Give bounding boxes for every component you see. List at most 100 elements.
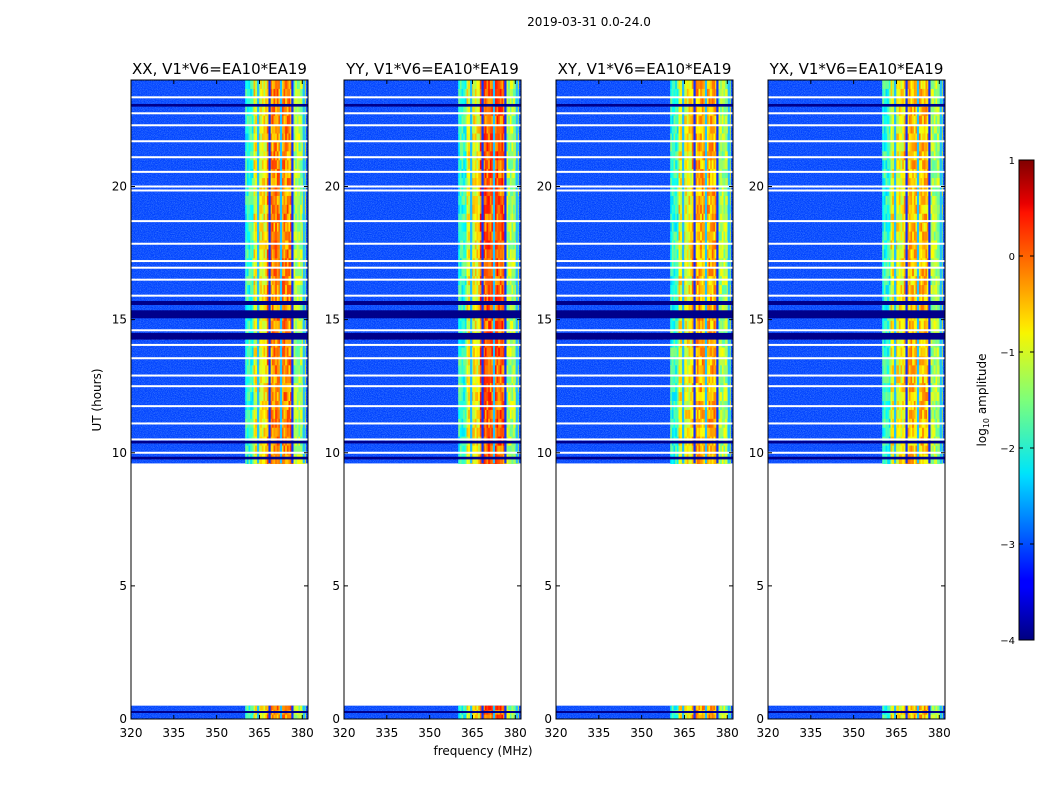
rfi-cell: [720, 204, 723, 215]
rfi-cell: [266, 178, 270, 188]
rfi-cell: [671, 356, 675, 366]
rfi-cell: [723, 169, 726, 179]
rfi-cell: [503, 151, 506, 161]
rfi-cell: [245, 186, 248, 197]
rfi-cell: [718, 142, 721, 152]
rfi-cell: [690, 383, 693, 393]
rfi-cell: [499, 285, 503, 295]
rfi-cell: [468, 347, 471, 358]
rfi-cell: [513, 222, 516, 233]
rfi-cell: [248, 409, 251, 420]
rfi-cell: [508, 115, 511, 126]
rfi-cell: [509, 80, 513, 90]
rfi-cell: [471, 285, 474, 295]
rfi-cell: [483, 347, 486, 358]
rfi-cell: [690, 231, 693, 242]
rfi-cell: [708, 302, 711, 313]
rfi-cell: [471, 178, 474, 188]
rfi-cell: [270, 124, 273, 135]
rfi-cell: [484, 249, 488, 259]
rfi-cell: [290, 213, 293, 224]
rfi-cell: [296, 160, 300, 170]
rfi-cell: [506, 186, 509, 197]
rfi-cell: [483, 338, 486, 349]
rfi-cell: [253, 115, 256, 126]
rfi-cell: [288, 142, 291, 152]
rfi-cell: [703, 178, 706, 188]
rfi-cell: [478, 285, 481, 295]
rfi-cell: [261, 409, 265, 420]
rfi-cell: [489, 374, 493, 384]
rfi-cell: [276, 186, 280, 197]
rfi-cell: [278, 347, 281, 358]
rfi-cell: [508, 160, 511, 170]
rfi-cell: [278, 258, 281, 268]
rfi-cell: [276, 409, 280, 420]
rfi-cell: [258, 445, 261, 456]
rfi-cell: [711, 195, 715, 206]
rfi-cell: [499, 240, 503, 251]
rfi-cell: [496, 258, 499, 268]
rfi-cell: [276, 249, 280, 259]
rfi-cell: [278, 240, 281, 251]
rfi-cell: [509, 115, 513, 126]
rfi-cell: [251, 213, 255, 224]
rfi-cell: [489, 88, 493, 99]
rfi-cell: [715, 204, 718, 215]
rfi-cell: [499, 222, 503, 233]
rfi-cell: [673, 106, 676, 117]
rfi-cell: [255, 169, 258, 179]
rfi-cell: [266, 320, 270, 331]
rfi-cell: [458, 374, 461, 384]
flagged-line: [131, 156, 308, 159]
rfi-cell: [691, 115, 695, 126]
rfi-cell: [271, 347, 275, 358]
rfi-cell: [721, 392, 725, 402]
rfi-cell: [498, 204, 501, 215]
rfi-cell: [296, 151, 300, 161]
rfi-cell: [248, 240, 251, 251]
rfi-cell: [466, 374, 469, 384]
rfi-cell: [708, 258, 711, 268]
rfi-cell: [701, 338, 705, 349]
rfi-cell: [685, 240, 688, 251]
rfi-cell: [670, 445, 673, 456]
rfi-cell: [506, 249, 509, 259]
rfi-cell: [713, 80, 716, 90]
rfi-cell: [484, 427, 488, 438]
rfi-cell: [278, 115, 281, 126]
rfi-cell: [710, 409, 713, 420]
rfi-cell: [706, 409, 710, 420]
rfi-cell: [298, 293, 301, 304]
rfi-cell: [695, 88, 698, 99]
rfi-cell: [711, 231, 715, 242]
rfi-cell: [671, 222, 675, 233]
rfi-cell: [506, 445, 509, 456]
rfi-cell: [245, 213, 248, 224]
rfi-cell: [459, 285, 463, 295]
rfi-cell: [718, 258, 721, 268]
rfi-cell: [476, 249, 479, 259]
rfi-cell: [266, 383, 270, 393]
rfi-cell: [670, 293, 673, 304]
rfi-cell: [474, 142, 478, 152]
rfi-cell: [688, 169, 691, 179]
rfi-cell: [478, 365, 481, 375]
rfi-cell: [295, 347, 298, 358]
rfi-cell: [673, 365, 676, 375]
rfi-cell: [251, 365, 255, 375]
rfi-cell: [283, 347, 286, 358]
rfi-cell: [300, 178, 303, 188]
rfi-cell: [498, 88, 501, 99]
rfi-cell: [509, 347, 513, 358]
rfi-cell: [688, 222, 691, 233]
rfi-cell: [676, 97, 680, 108]
rfi-cell: [498, 445, 501, 456]
rfi-cell: [686, 142, 690, 152]
rfi-cell: [671, 231, 675, 242]
dropout-band: [131, 456, 308, 460]
rfi-cell: [691, 106, 695, 117]
rfi-cell: [491, 392, 494, 402]
rfi-cell: [285, 258, 288, 268]
rfi-cell: [486, 427, 489, 438]
